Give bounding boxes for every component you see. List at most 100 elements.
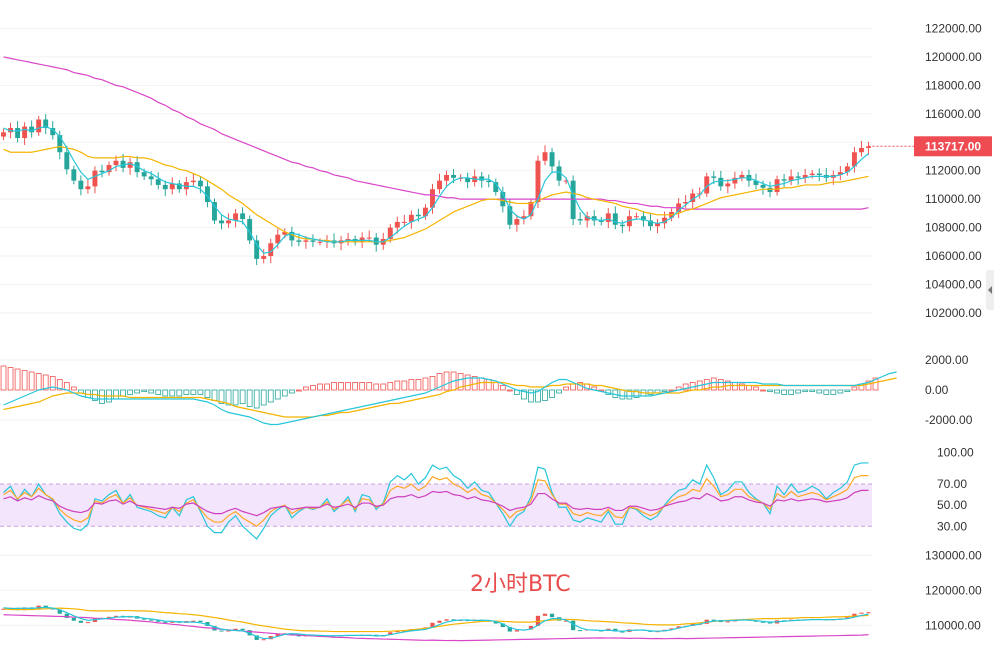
macd-axis-tick-label: -2000.00: [925, 413, 973, 427]
candle-body: [289, 231, 295, 241]
macd-hist-bar: [485, 379, 492, 391]
macd-hist-bar: [647, 389, 654, 395]
macd-hist-bar: [366, 382, 373, 391]
candle-body: [422, 207, 428, 217]
candle-body: [732, 177, 738, 184]
macd-hist-bar: [429, 376, 436, 391]
candle-body: [851, 152, 857, 167]
candle-body: [711, 176, 717, 178]
last-price-badge: [914, 136, 992, 157]
overview-axis-tick-label: 110000.00: [925, 618, 981, 632]
candle-body: [598, 220, 604, 222]
candle-body: [866, 146, 871, 148]
candle-body: [22, 126, 28, 138]
candle-body: [781, 179, 787, 181]
candle-body: [549, 152, 555, 167]
overview-candle: [571, 620, 576, 631]
overview-candle: [760, 621, 766, 623]
macd-hist-bar: [359, 382, 366, 391]
macd-hist-bar: [155, 389, 162, 395]
candle-body: [190, 180, 196, 183]
candle-body: [415, 214, 421, 217]
candle-body: [648, 220, 653, 227]
macd-axis-tick-label: 0.00: [925, 383, 949, 397]
rsi-axis-tick-label: 100.00: [937, 445, 974, 459]
macd-hist-bar: [176, 389, 183, 397]
overview-candle: [859, 612, 864, 614]
overview-candle: [156, 620, 161, 622]
candle-body: [324, 240, 330, 242]
chart-title: 2小时BTC: [470, 572, 571, 597]
overview-ma-short-line: [3, 606, 869, 640]
macd-hist-bar: [120, 389, 126, 397]
candle-body: [254, 240, 260, 259]
candle-body: [275, 234, 281, 244]
overview-candle: [64, 613, 69, 618]
overview-ma-long-line: [3, 614, 869, 642]
candle-body: [633, 216, 639, 218]
candle-body: [261, 256, 267, 259]
overview-candle: [85, 622, 91, 624]
macd-hist-bar: [281, 389, 288, 397]
candle-body: [64, 152, 70, 170]
candle-body: [662, 217, 668, 224]
price-axis-tick-label: 102000.00: [925, 306, 982, 320]
candle-body: [310, 240, 316, 242]
candle-body: [268, 243, 274, 257]
candle-body: [444, 174, 450, 181]
candle-body: [85, 186, 91, 190]
macd-hist-bar: [0, 365, 7, 391]
macd-hist-bar: [28, 371, 35, 391]
macd-hist-bar: [788, 389, 794, 395]
rsi-line-2: [3, 475, 869, 528]
candle-body: [767, 187, 773, 193]
ma-long-line: [3, 56, 869, 210]
candle-body: [619, 224, 625, 227]
rsi-line-3: [3, 489, 869, 517]
candle-body: [148, 176, 154, 180]
candle-body: [844, 166, 850, 173]
ma-short-line: [3, 125, 869, 254]
candle-body: [605, 213, 611, 222]
overview-candle: [676, 626, 681, 629]
overview-candle: [711, 619, 716, 621]
overview-candle: [240, 628, 245, 631]
overview-candle: [71, 617, 76, 621]
candle-body: [521, 216, 527, 220]
macd-hist-bar: [710, 377, 717, 391]
candle-body: [514, 219, 520, 225]
macd-hist-bar: [338, 382, 344, 391]
candle-body: [99, 170, 105, 173]
candle-body: [282, 231, 288, 235]
macd-hist-bar: [528, 389, 534, 403]
macd-hist-bar: [7, 367, 14, 391]
candle-body: [739, 174, 745, 178]
overview-candle: [226, 630, 231, 632]
macd-hist-bar: [253, 389, 260, 409]
price-axis-tick-label: 120000.00: [925, 50, 982, 64]
candle-body: [816, 173, 822, 175]
overview-candle: [22, 607, 27, 611]
macd-hist-bar: [204, 389, 211, 398]
macd-hist-bar: [499, 385, 506, 391]
macd-hist-bar: [535, 389, 541, 403]
macd-hist-bar: [851, 386, 858, 391]
macd-hist-bar: [401, 380, 408, 391]
candle-body: [92, 170, 98, 187]
macd-hist-bar: [739, 383, 745, 391]
overview-candle: [233, 628, 238, 631]
macd-hist-bar: [542, 389, 548, 401]
candle-body: [704, 176, 710, 194]
overview-candle: [170, 621, 175, 623]
overview-candle: [149, 619, 154, 621]
macd-hist-bar: [549, 389, 555, 398]
macd-hist-bar: [232, 389, 239, 406]
overview-candle: [78, 620, 83, 623]
macd-hist-bar: [415, 379, 422, 391]
macd-hist-bar: [816, 389, 823, 394]
macd-hist-bar: [570, 383, 576, 391]
candle-body: [535, 160, 541, 202]
overview-candle: [254, 635, 259, 640]
collapse-handle-icon[interactable]: [986, 270, 994, 310]
